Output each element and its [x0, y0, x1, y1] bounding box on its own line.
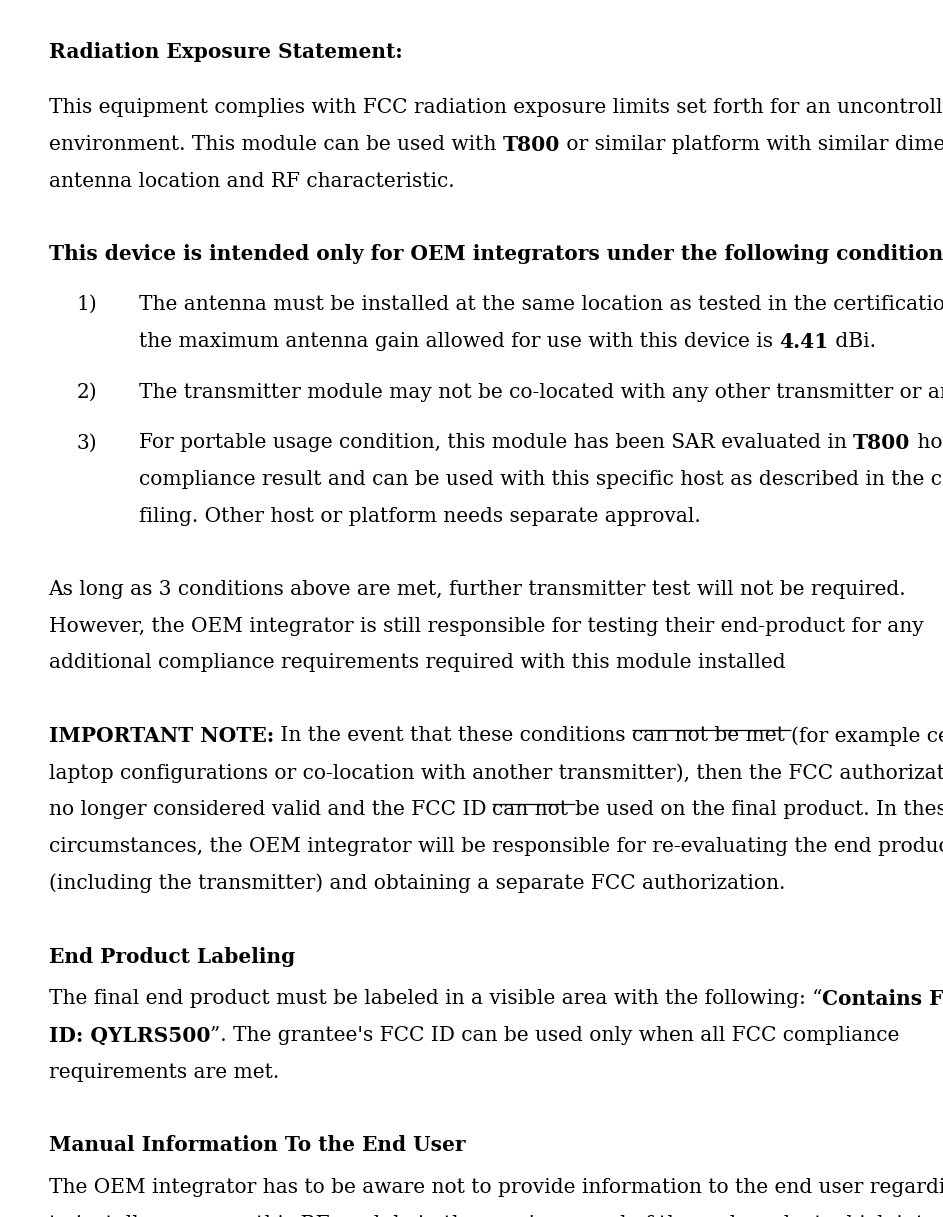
Text: This equipment complies with FCC radiation exposure limits set forth for an unco: This equipment complies with FCC radiati… — [49, 97, 943, 117]
Text: compliance result and can be used with this specific host as described in the ce: compliance result and can be used with t… — [139, 470, 943, 489]
Text: no longer considered valid and the FCC ID: no longer considered valid and the FCC I… — [49, 800, 492, 819]
Text: The transmitter module may not be co-located with any other transmitter or anten: The transmitter module may not be co-loc… — [139, 382, 943, 402]
Text: host with: host with — [911, 433, 943, 453]
Text: be used on the final product. In these: be used on the final product. In these — [575, 800, 943, 819]
Text: However, the OEM integrator is still responsible for testing their end-product f: However, the OEM integrator is still res… — [49, 617, 923, 635]
Text: In the event that these conditions: In the event that these conditions — [273, 727, 632, 745]
Text: can not: can not — [492, 800, 575, 819]
Text: can not be met: can not be met — [632, 727, 791, 745]
Text: 2): 2) — [76, 382, 97, 402]
Text: 4.41: 4.41 — [779, 332, 829, 352]
Text: End Product Labeling: End Product Labeling — [49, 947, 295, 966]
Text: For portable usage condition, this module has been SAR evaluated in: For portable usage condition, this modul… — [139, 433, 853, 453]
Text: Manual Information To the End User: Manual Information To the End User — [49, 1135, 465, 1155]
Text: Contains FCC: Contains FCC — [822, 989, 943, 1009]
Text: circumstances, the OEM integrator will be responsible for re-evaluating the end : circumstances, the OEM integrator will b… — [49, 837, 943, 856]
Text: filing. Other host or platform needs separate approval.: filing. Other host or platform needs sep… — [139, 507, 701, 526]
Text: T800: T800 — [853, 433, 911, 454]
Text: 3): 3) — [76, 433, 97, 453]
Text: dBi.: dBi. — [829, 332, 875, 350]
Text: (including the transmitter) and obtaining a separate FCC authorization.: (including the transmitter) and obtainin… — [49, 874, 785, 893]
Text: IMPORTANT NOTE:: IMPORTANT NOTE: — [49, 727, 273, 746]
Text: laptop configurations or co-location with another transmitter), then the FCC aut: laptop configurations or co-location wit… — [49, 763, 943, 783]
Text: Radiation Exposure Statement:: Radiation Exposure Statement: — [49, 41, 403, 62]
Text: the maximum antenna gain allowed for use with this device is: the maximum antenna gain allowed for use… — [139, 332, 779, 350]
Text: environment. This module can be used with: environment. This module can be used wit… — [49, 135, 503, 153]
Text: to install or remove this RF module in the user’s manual of the end product whic: to install or remove this RF module in t… — [49, 1215, 943, 1217]
Text: 1): 1) — [76, 296, 97, 314]
Text: The antenna must be installed at the same location as tested in the certificatio: The antenna must be installed at the sam… — [139, 296, 943, 314]
Text: T800: T800 — [503, 135, 560, 155]
Text: additional compliance requirements required with this module installed: additional compliance requirements requi… — [49, 654, 786, 673]
Text: antenna location and RF characteristic.: antenna location and RF characteristic. — [49, 172, 455, 191]
Text: This device is intended only for OEM integrators under the following conditions:: This device is intended only for OEM int… — [49, 245, 943, 264]
Text: The OEM integrator has to be aware not to provide information to the end user re: The OEM integrator has to be aware not t… — [49, 1178, 943, 1196]
Text: ID: QYLRS500: ID: QYLRS500 — [49, 1026, 210, 1045]
Text: (for example certain: (for example certain — [791, 727, 943, 746]
Text: The final end product must be labeled in a visible area with the following: “: The final end product must be labeled in… — [49, 989, 822, 1008]
Text: or similar platform with similar dimension,: or similar platform with similar dimensi… — [560, 135, 943, 153]
Text: requirements are met.: requirements are met. — [49, 1062, 279, 1082]
Text: As long as 3 conditions above are met, further transmitter test will not be requ: As long as 3 conditions above are met, f… — [49, 579, 906, 599]
Text: ”. The grantee's FCC ID can be used only when all FCC compliance: ”. The grantee's FCC ID can be used only… — [210, 1026, 900, 1044]
